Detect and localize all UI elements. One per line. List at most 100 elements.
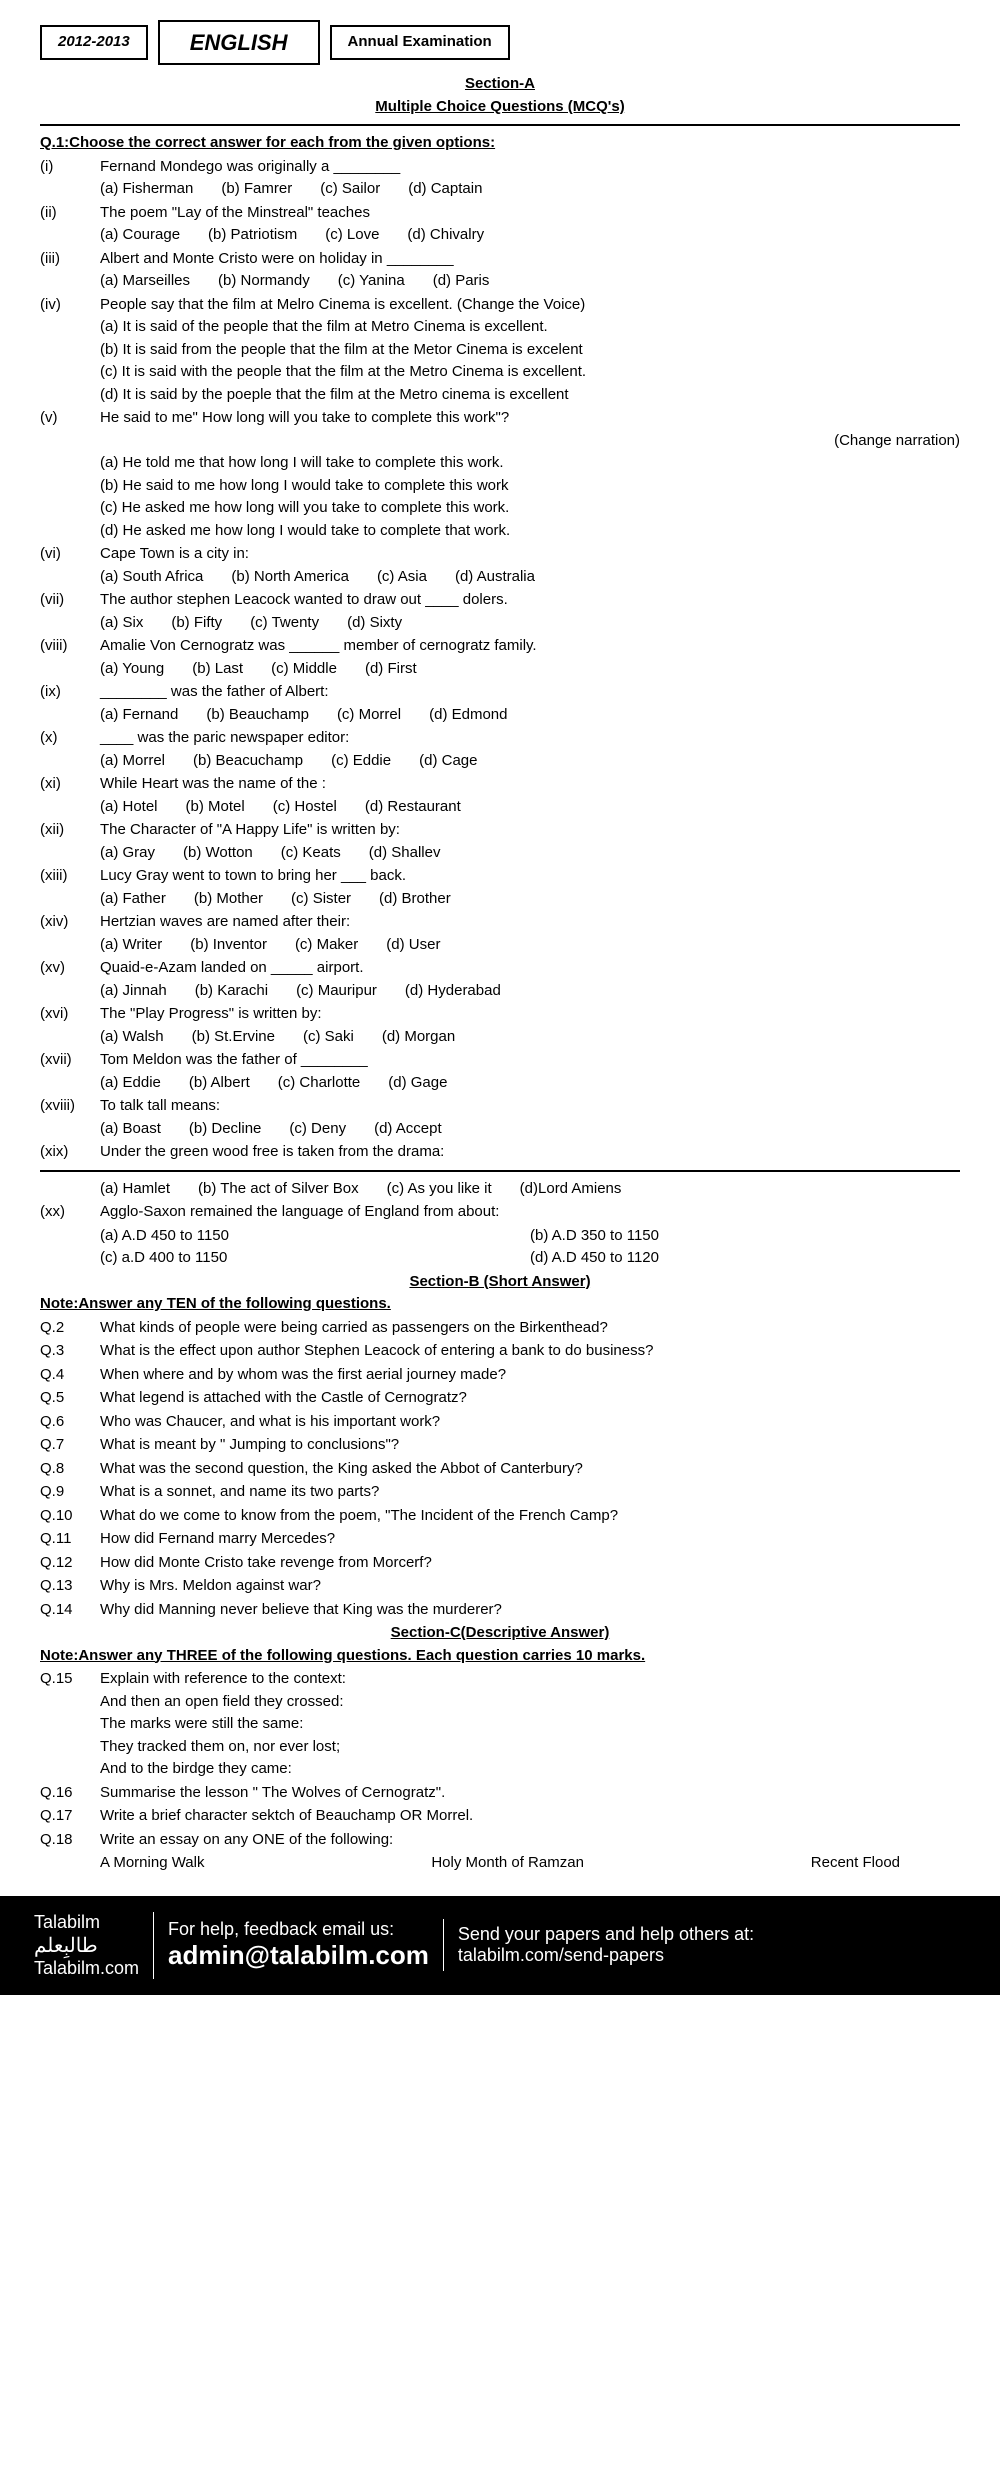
q-num: (xvi) — [40, 1003, 100, 1026]
mcq-option: (b) St.Ervine — [192, 1026, 275, 1049]
q-num: Q.12 — [40, 1552, 100, 1575]
mcq-option: (b) The act of Silver Box — [198, 1178, 359, 1201]
short-q-row: Q.2What kinds of people were being carri… — [40, 1317, 960, 1340]
q-num: Q.5 — [40, 1387, 100, 1410]
q-num: (xx) — [40, 1201, 100, 1224]
q-text: People say that the film at Melro Cinema… — [100, 294, 960, 317]
mcq-option: (d) Sixty — [347, 612, 402, 635]
mcq-option: (a) Writer — [100, 934, 162, 957]
help-text: For help, feedback email us: — [168, 1919, 429, 1940]
q1-heading: Q.1:Choose the correct answer for each f… — [40, 132, 960, 155]
short-q-row: Q.9What is a sonnet, and name its two pa… — [40, 1481, 960, 1504]
mcq-row: (xviii)To talk tall means:(a) Boast(b) D… — [40, 1095, 960, 1140]
mcq-option: (c) Hostel — [273, 796, 337, 819]
mcq-row: (x)____ was the paric newspaper editor:(… — [40, 727, 960, 772]
mcq-option: (d) Paris — [433, 270, 490, 293]
section-b-note: Note:Answer any TEN of the following que… — [40, 1293, 960, 1316]
mcq-option: (b) Mother — [194, 888, 263, 911]
section-c-list: Q.16Summarise the lesson " The Wolves of… — [40, 1782, 960, 1852]
context-line: The marks were still the same: — [100, 1713, 960, 1736]
q-num: Q.4 — [40, 1364, 100, 1387]
q-text: What is a sonnet, and name its two parts… — [100, 1481, 960, 1504]
q-num: (xvii) — [40, 1049, 100, 1072]
mcq-option: (b) Normandy — [218, 270, 310, 293]
q15-row: Q.15 Explain with reference to the conte… — [40, 1668, 960, 1781]
q-text: How did Monte Cristo take revenge from M… — [100, 1552, 960, 1575]
mcq-row: (v)He said to me" How long will you take… — [40, 407, 960, 542]
q-text: What is the effect upon author Stephen L… — [100, 1340, 960, 1363]
mcq-option: (c) Eddie — [331, 750, 391, 773]
mcq-option: (a) Fisherman — [100, 178, 193, 201]
context-line: And to the birdge they came: — [100, 1758, 960, 1781]
desc-q-row: Q.18Write an essay on any ONE of the fol… — [40, 1829, 960, 1852]
mcq-option: (d) Morgan — [382, 1026, 455, 1049]
exam-page: 2012-2013 ENGLISH Annual Examination Sec… — [0, 0, 1000, 1896]
mcq-row: (vii)The author stephen Leacock wanted t… — [40, 589, 960, 634]
q-num: Q.3 — [40, 1340, 100, 1363]
q-num: Q.11 — [40, 1528, 100, 1551]
q-text: Who was Chaucer, and what is his importa… — [100, 1411, 960, 1434]
mcq-option: (b) Decline — [189, 1118, 262, 1141]
mcq-row: (xv)Quaid-e-Azam landed on _____ airport… — [40, 957, 960, 1002]
mcq-option: (b) Motel — [186, 796, 245, 819]
year-box: 2012-2013 — [40, 25, 148, 60]
mcq-option: (c) As you like it — [387, 1178, 492, 1201]
q-text: The Character of "A Happy Life" is writt… — [100, 819, 960, 842]
mcq-row: (xvi)The "Play Progress" is written by:(… — [40, 1003, 960, 1048]
mcq-option: (c) Asia — [377, 566, 427, 589]
mcq-option: (d) Restaurant — [365, 796, 461, 819]
mcq-option: (a) Young — [100, 658, 164, 681]
header-row: 2012-2013 ENGLISH Annual Examination — [40, 20, 960, 65]
q-text: What was the second question, the King a… — [100, 1458, 960, 1481]
q-num: Q.9 — [40, 1481, 100, 1504]
brand-arabic: طالبِعلم — [34, 1933, 139, 1958]
footer: Talabilm طالبِعلم Talabilm.com For help,… — [0, 1896, 1000, 1995]
q-num: Q.16 — [40, 1782, 100, 1805]
q-num: Q.8 — [40, 1458, 100, 1481]
mcq-option: (d) Captain — [408, 178, 482, 201]
xix-opts-row: (a) Hamlet(b) The act of Silver Box(c) A… — [40, 1178, 960, 1201]
context-line: They tracked them on, nor ever lost; — [100, 1736, 960, 1759]
brand-name: Talabilm — [34, 1912, 139, 1933]
xx-row: (xx) Agglo-Saxon remained the language o… — [40, 1201, 960, 1224]
q-text: The author stephen Leacock wanted to dra… — [100, 589, 960, 612]
mcq-option-line: (b) It is said from the people that the … — [100, 339, 960, 362]
mcq-option: (c) Twenty — [250, 612, 319, 635]
mcq-option: (c) Maker — [295, 934, 358, 957]
help-email: admin@talabilm.com — [168, 1940, 429, 1971]
mcq-option: (b) Famrer — [221, 178, 292, 201]
q-text: Write a brief character sektch of Beauch… — [100, 1805, 960, 1828]
desc-q-row: Q.17Write a brief character sektch of Be… — [40, 1805, 960, 1828]
footer-help: For help, feedback email us: admin@talab… — [154, 1919, 444, 1971]
mcq-row: (vi)Cape Town is a city in:(a) South Afr… — [40, 543, 960, 588]
mcq-option: (a) South Africa — [100, 566, 203, 589]
q-num: Q.13 — [40, 1575, 100, 1598]
mcq-option: (a) Father — [100, 888, 166, 911]
q-text: Explain with reference to the context: — [100, 1668, 960, 1691]
section-c-title: Section-C(Descriptive Answer) — [40, 1622, 960, 1645]
short-q-row: Q.8What was the second question, the Kin… — [40, 1458, 960, 1481]
q-num: (xv) — [40, 957, 100, 980]
mcq-option: (a) Morrel — [100, 750, 165, 773]
brand-site: Talabilm.com — [34, 1958, 139, 1979]
short-q-row: Q.4When where and by whom was the first … — [40, 1364, 960, 1387]
mcq-option: (c) Deny — [289, 1118, 346, 1141]
mcq-option: (a) Marseilles — [100, 270, 190, 293]
q-text: When where and by whom was the first aer… — [100, 1364, 960, 1387]
mcq-option-line: (c) It is said with the people that the … — [100, 361, 960, 384]
footer-send: Send your papers and help others at: tal… — [444, 1924, 768, 1966]
q-num: (xii) — [40, 819, 100, 842]
short-q-row: Q.7What is meant by " Jumping to conclus… — [40, 1434, 960, 1457]
short-q-row: Q.10What do we come to know from the poe… — [40, 1505, 960, 1528]
essay-row: A Morning WalkHoly Month of RamzanRecent… — [40, 1852, 960, 1875]
mcq-row: (xix)Under the green wood free is taken … — [40, 1141, 960, 1164]
q-num: (vi) — [40, 543, 100, 566]
q-num: (v) — [40, 407, 100, 430]
mcq-option: (a) Hotel — [100, 796, 158, 819]
q-text: Tom Meldon was the father of ________ — [100, 1049, 960, 1072]
q-text: The poem "Lay of the Minstreal" teaches — [100, 202, 960, 225]
mcq-option: (a) Boast — [100, 1118, 161, 1141]
short-q-row: Q.14Why did Manning never believe that K… — [40, 1599, 960, 1622]
mcq-option: (c) Sister — [291, 888, 351, 911]
q-text: Summarise the lesson " The Wolves of Cer… — [100, 1782, 960, 1805]
